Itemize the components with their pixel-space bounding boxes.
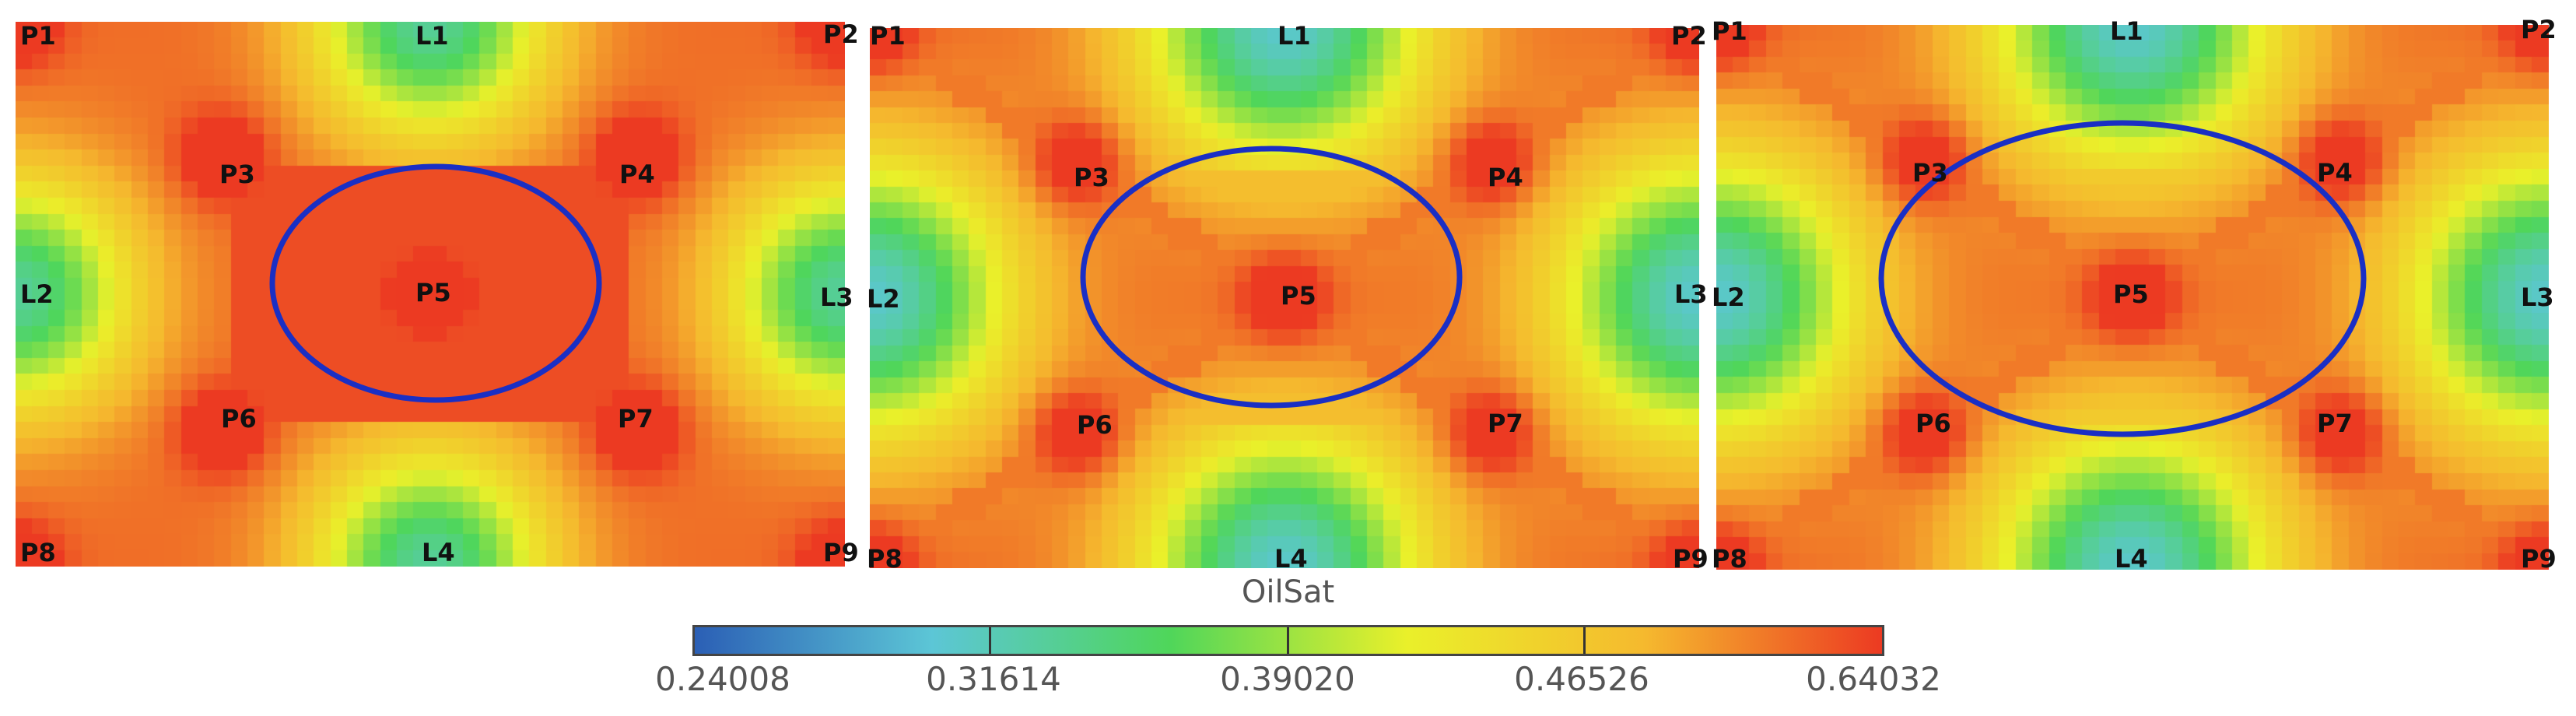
oil-saturation-map-case-3 bbox=[1716, 25, 2549, 570]
well-label-l1: L1 bbox=[2110, 16, 2143, 46]
colorbar-divider bbox=[989, 627, 991, 654]
colorbar-tick-label: 0.24008 bbox=[655, 660, 790, 698]
colorbar-tick-label: 0.64032 bbox=[1806, 660, 1941, 698]
well-label-p7: P7 bbox=[1488, 409, 1523, 438]
well-label-p5: P5 bbox=[2113, 279, 2149, 309]
annotation-layer bbox=[269, 163, 602, 403]
well-label-p8: P8 bbox=[20, 538, 56, 567]
highlight-ellipse bbox=[1878, 120, 2367, 437]
well-label-l3: L3 bbox=[2521, 283, 2554, 312]
annotation-layer bbox=[1080, 146, 1463, 409]
well-label-p4: P4 bbox=[619, 160, 655, 189]
well-label-p6: P6 bbox=[1077, 410, 1113, 440]
well-label-l4: L4 bbox=[422, 538, 455, 567]
highlight-ellipse bbox=[269, 163, 602, 403]
well-label-p4: P4 bbox=[1488, 163, 1523, 192]
saturation-grid bbox=[1716, 25, 2549, 570]
well-label-l2: L2 bbox=[20, 279, 54, 309]
colorbar-divider bbox=[1583, 627, 1586, 654]
well-label-p5: P5 bbox=[415, 278, 451, 307]
well-label-p8: P8 bbox=[1712, 544, 1747, 574]
well-label-p4: P4 bbox=[2317, 158, 2353, 188]
well-label-l1: L1 bbox=[415, 21, 449, 51]
well-label-l2: L2 bbox=[1712, 283, 1745, 312]
highlight-ellipse bbox=[1080, 146, 1463, 409]
saturation-grid bbox=[16, 22, 845, 567]
oil-saturation-map-case-2 bbox=[870, 28, 1699, 568]
well-label-p2: P2 bbox=[1671, 21, 1707, 51]
well-label-p3: P3 bbox=[1912, 158, 1948, 188]
well-label-p7: P7 bbox=[618, 404, 654, 433]
well-label-l3: L3 bbox=[820, 283, 853, 312]
well-label-l4: L4 bbox=[1274, 544, 1308, 574]
oil-saturation-map-case-1 bbox=[16, 22, 845, 567]
well-label-l1: L1 bbox=[1277, 21, 1311, 51]
well-label-l3: L3 bbox=[1674, 279, 1708, 309]
well-label-p1: P1 bbox=[1712, 16, 1747, 46]
well-label-p6: P6 bbox=[1915, 409, 1951, 438]
well-label-p1: P1 bbox=[20, 21, 56, 51]
well-label-p6: P6 bbox=[221, 404, 257, 433]
well-label-p3: P3 bbox=[1074, 163, 1109, 192]
well-label-p3: P3 bbox=[219, 160, 255, 189]
well-label-l4: L4 bbox=[2115, 544, 2148, 574]
well-label-p7: P7 bbox=[2317, 409, 2353, 438]
well-label-p9: P9 bbox=[823, 538, 859, 567]
well-label-p2: P2 bbox=[2521, 15, 2557, 44]
colorbar-tick-label: 0.31614 bbox=[926, 660, 1061, 698]
annotation-layer bbox=[1878, 120, 2367, 437]
well-label-l2: L2 bbox=[867, 284, 900, 314]
colorbar-divider bbox=[1287, 627, 1289, 654]
colorbar-tick-label: 0.46526 bbox=[1514, 660, 1649, 698]
colorbar-title: OilSat bbox=[1241, 574, 1335, 610]
well-label-p1: P1 bbox=[870, 21, 906, 51]
well-label-p9: P9 bbox=[1673, 544, 1709, 574]
well-label-p5: P5 bbox=[1281, 281, 1316, 311]
colorbar-tick-label: 0.39020 bbox=[1220, 660, 1355, 698]
colorbar-gradient bbox=[692, 625, 1884, 656]
saturation-grid bbox=[870, 28, 1699, 568]
well-label-p8: P8 bbox=[867, 544, 902, 574]
well-label-p9: P9 bbox=[2521, 544, 2557, 574]
well-label-p2: P2 bbox=[823, 19, 859, 49]
